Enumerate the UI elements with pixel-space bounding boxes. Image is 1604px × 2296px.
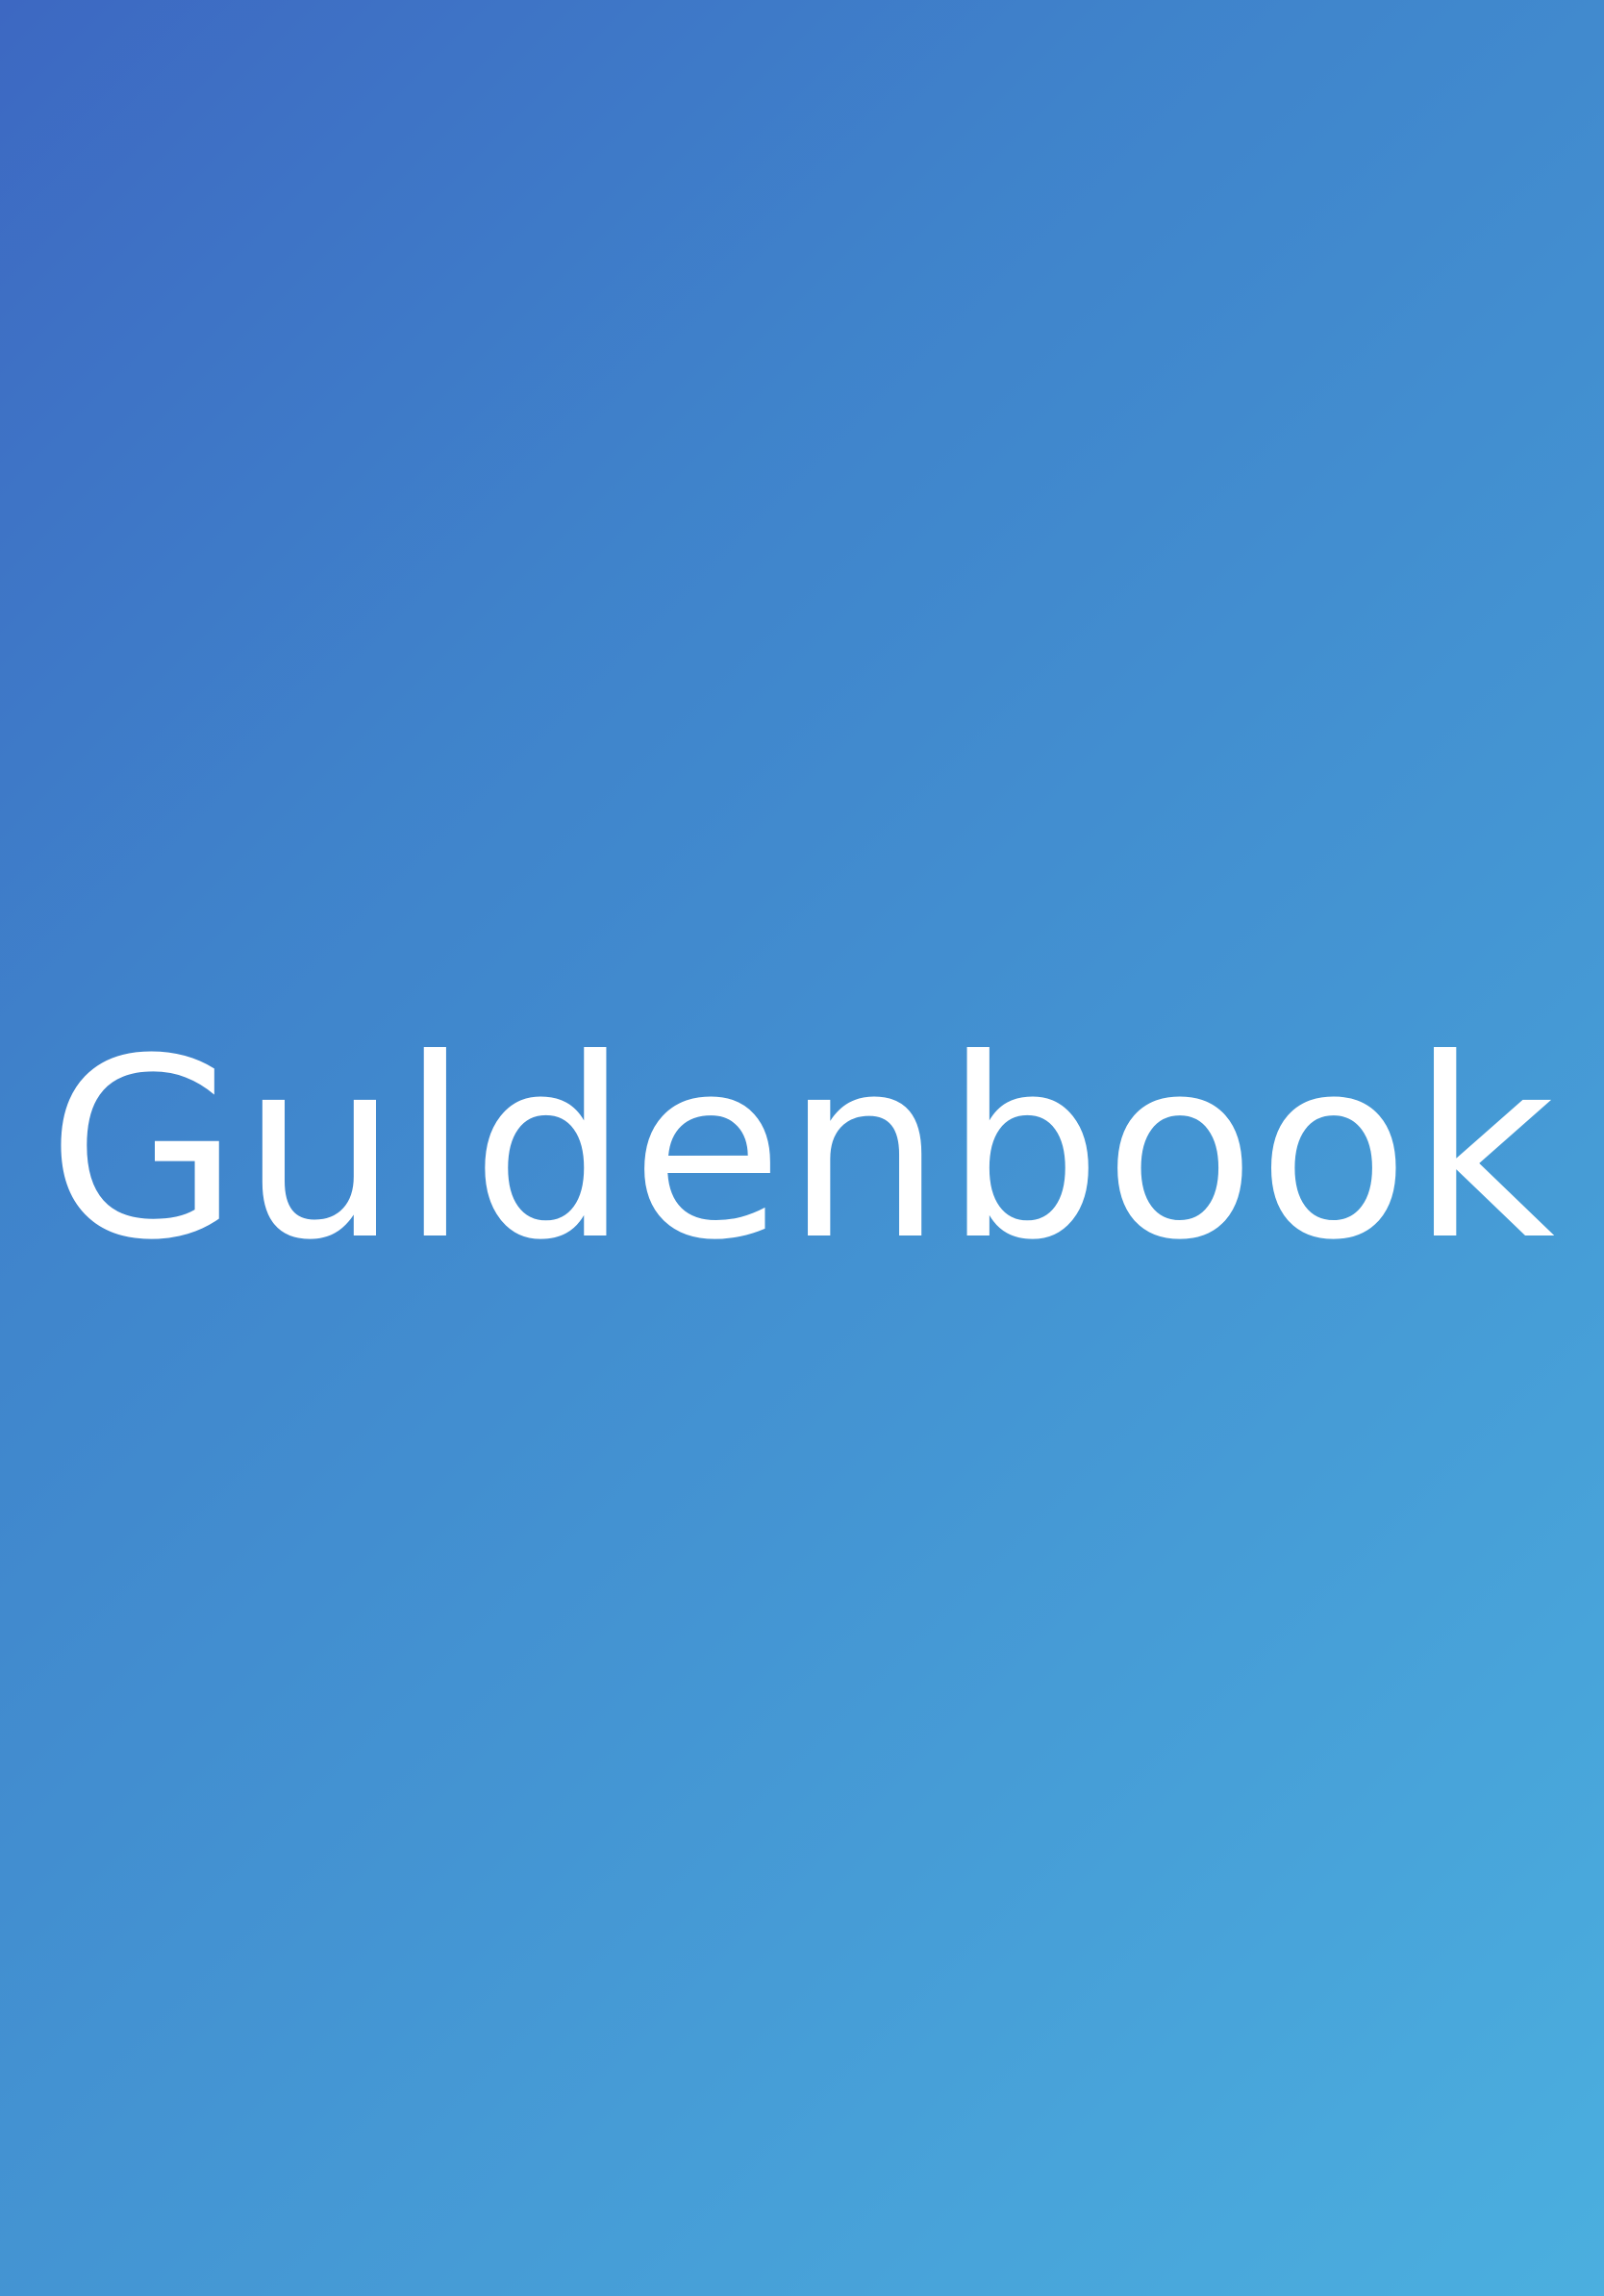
app-logo-wordmark: Guldenbook xyxy=(46,1006,1557,1294)
brand-container: Guldenbook xyxy=(0,1019,1604,1274)
